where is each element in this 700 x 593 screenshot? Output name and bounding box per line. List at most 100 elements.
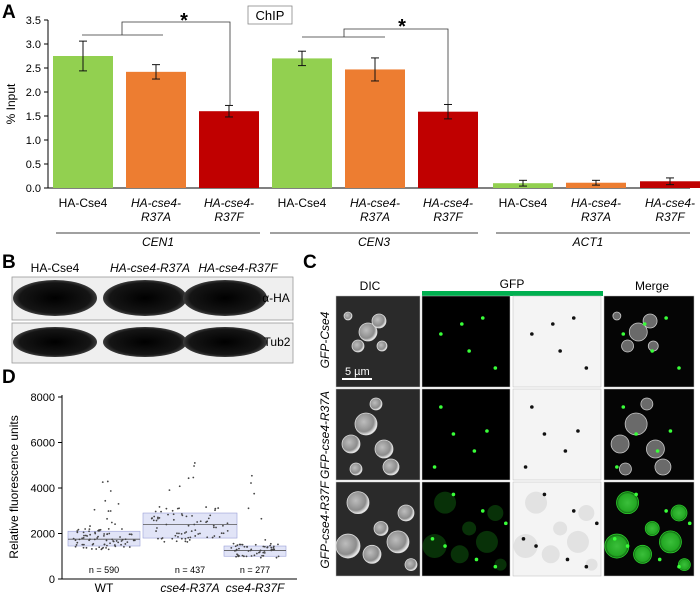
data-point bbox=[82, 531, 85, 534]
data-point bbox=[241, 554, 244, 557]
cell-dic bbox=[349, 462, 363, 476]
data-point bbox=[155, 530, 157, 532]
kinetochore-focus bbox=[634, 492, 638, 497]
data-point bbox=[247, 550, 250, 552]
kinetochore-focus bbox=[584, 366, 589, 370]
category-label: HA-cse4-R37A bbox=[350, 196, 400, 224]
data-point bbox=[84, 534, 87, 537]
kinetochore-focus bbox=[571, 316, 576, 320]
data-point bbox=[261, 554, 263, 557]
data-point bbox=[187, 536, 190, 539]
data-point bbox=[209, 514, 212, 517]
kinetochore-focus bbox=[565, 557, 570, 562]
cell-merge bbox=[654, 458, 672, 476]
data-point bbox=[88, 530, 90, 533]
data-point bbox=[178, 532, 180, 535]
data-point bbox=[76, 541, 79, 544]
cell-merge bbox=[616, 491, 639, 515]
data-point bbox=[206, 536, 209, 539]
data-point bbox=[254, 543, 257, 546]
data-point bbox=[121, 538, 124, 541]
data-point bbox=[156, 517, 159, 520]
cell-inverted-haze bbox=[541, 545, 560, 564]
data-point bbox=[98, 529, 101, 531]
data-point bbox=[253, 554, 256, 557]
data-point bbox=[106, 480, 109, 483]
data-point bbox=[185, 515, 188, 518]
data-point bbox=[193, 462, 196, 464]
data-point bbox=[211, 536, 214, 539]
cell-merge bbox=[628, 322, 648, 342]
kinetochore-focus bbox=[542, 492, 547, 497]
data-point bbox=[187, 524, 190, 527]
kinetochore-focus bbox=[480, 316, 485, 320]
data-point bbox=[120, 543, 122, 546]
data-point bbox=[106, 517, 108, 520]
data-point bbox=[238, 555, 240, 557]
cell-dic bbox=[335, 533, 361, 559]
data-point bbox=[150, 517, 153, 520]
cell-dic bbox=[341, 434, 361, 454]
row-label-r37a: GFP-cse4-R37A bbox=[318, 391, 332, 479]
micrograph-tile bbox=[512, 295, 602, 388]
kinetochore-focus bbox=[621, 332, 626, 336]
cell-merge bbox=[659, 530, 682, 554]
data-point bbox=[193, 523, 196, 526]
data-point bbox=[262, 545, 265, 548]
data-point bbox=[215, 526, 217, 529]
data-point bbox=[101, 481, 104, 484]
data-point bbox=[263, 545, 266, 548]
data-point bbox=[124, 538, 127, 541]
data-point bbox=[115, 540, 118, 542]
data-point bbox=[234, 545, 237, 548]
data-point bbox=[217, 507, 220, 509]
data-point bbox=[158, 506, 161, 508]
significance-star-1: * bbox=[180, 10, 188, 32]
data-point bbox=[259, 549, 262, 552]
category-label: HA-cse4-R37A bbox=[131, 196, 181, 224]
kinetochore-focus bbox=[642, 322, 647, 326]
data-point bbox=[152, 519, 155, 522]
panel-c-letter: C bbox=[303, 252, 317, 273]
cell-dic bbox=[351, 339, 365, 353]
bar bbox=[272, 58, 332, 189]
data-point bbox=[270, 546, 273, 549]
group-label-cen1: CEN1 bbox=[142, 235, 174, 249]
data-point bbox=[269, 544, 272, 547]
western-blot: HA-Cse4 HA-cse4-R37A HA-cse4-R37F α-HA T… bbox=[11, 261, 294, 364]
kinetochore-focus bbox=[439, 405, 443, 409]
data-point bbox=[213, 526, 215, 529]
data-point bbox=[241, 543, 244, 546]
n-label: n = 277 bbox=[240, 565, 270, 575]
data-point bbox=[106, 533, 109, 536]
kinetochore-focus bbox=[439, 332, 443, 336]
data-point bbox=[255, 552, 258, 555]
cell-merge bbox=[621, 339, 634, 353]
data-point bbox=[187, 477, 190, 480]
d-y-tick-label: 8000 bbox=[31, 392, 55, 404]
data-point bbox=[78, 538, 81, 541]
kinetochore-focus bbox=[485, 429, 489, 433]
data-point bbox=[167, 513, 169, 516]
bar bbox=[199, 111, 259, 188]
kinetochore-focus bbox=[523, 465, 528, 469]
data-point bbox=[98, 546, 101, 549]
data-point bbox=[153, 515, 156, 518]
y-tick-label: 0.5 bbox=[26, 159, 41, 171]
data-point bbox=[82, 543, 85, 546]
data-point bbox=[235, 555, 237, 558]
cell-inverted-haze bbox=[513, 534, 538, 559]
data-point bbox=[75, 544, 78, 546]
cell-dic bbox=[354, 412, 378, 436]
data-point bbox=[226, 522, 229, 525]
iqr-box bbox=[223, 545, 287, 557]
data-point bbox=[94, 531, 96, 534]
cell-dic bbox=[362, 544, 382, 564]
kinetochore-focus bbox=[451, 432, 456, 436]
cell-dic bbox=[404, 558, 418, 572]
category-label: cse4-R37F bbox=[226, 581, 285, 593]
data-point bbox=[213, 535, 216, 537]
data-point bbox=[277, 543, 279, 546]
data-point bbox=[214, 507, 217, 510]
